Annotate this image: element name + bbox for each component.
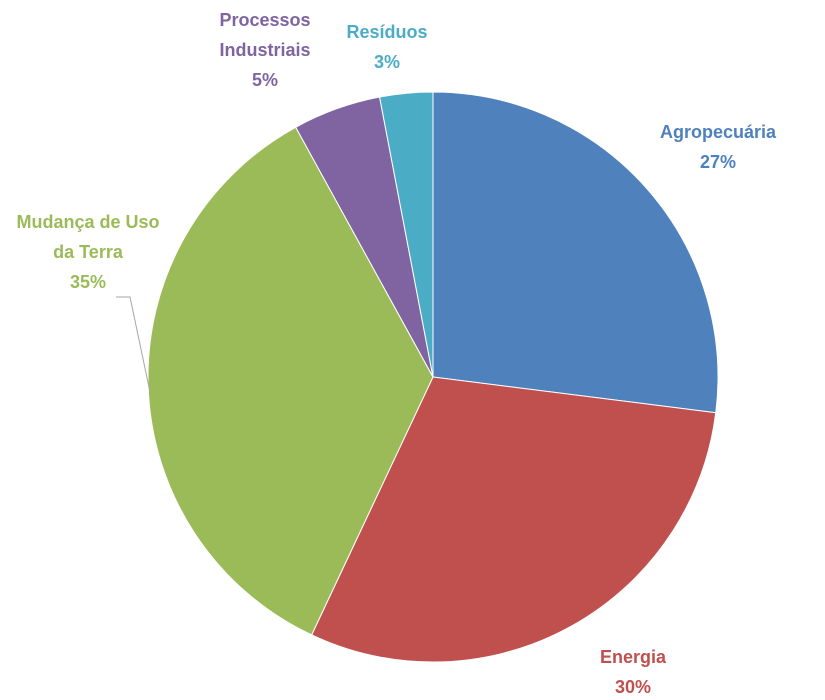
value-label: 5% [251, 70, 278, 90]
pie-slice [432, 91, 719, 414]
value-label: 3% [373, 52, 400, 72]
value-label: 30% [614, 677, 652, 697]
pie-slice [310, 376, 717, 663]
slice-label: Energia 30% [533, 642, 733, 700]
value-label: 27% [699, 152, 737, 172]
category-label: Processos Industriais [219, 10, 311, 60]
leader-line [116, 296, 151, 393]
slice-label: Mudança de Uso da Terra 35% [13, 207, 163, 297]
value-label: 35% [69, 272, 107, 292]
category-label: Agropecuária [659, 122, 777, 142]
category-label: Mudança de Uso da Terra [16, 212, 160, 262]
category-label: Resíduos [346, 22, 428, 42]
pie-slice [379, 91, 434, 378]
slice-label: Agropecuária 27% [618, 117, 818, 177]
category-label: Energia [599, 647, 667, 667]
slice-label: Resíduos 3% [327, 17, 447, 77]
slice-label: Processos Industriais 5% [205, 5, 325, 95]
